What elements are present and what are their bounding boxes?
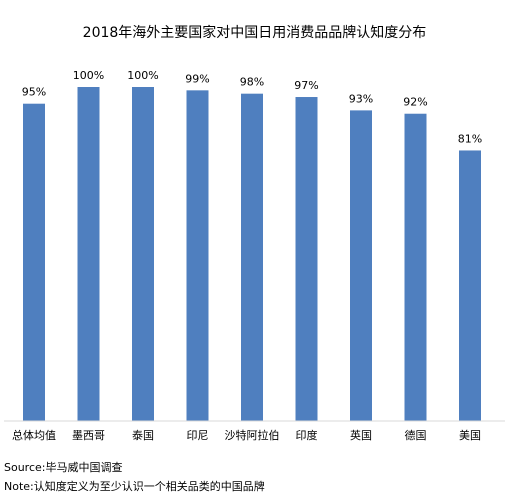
source-note: Source:毕马威中国调查 [4, 461, 123, 474]
bar-8 [459, 150, 481, 421]
bar-3 [186, 90, 209, 421]
bar-chart: 95% 总体均值 100% 墨西哥 100% 泰国 99% 印尼 98% 沙特阿拉伯 97% 印度 93… [4, 69, 505, 442]
x-tick-label-3: 印尼 [187, 429, 209, 442]
data-label-0: 95% [22, 86, 46, 99]
bar-2 [132, 87, 154, 421]
data-label-5: 97% [294, 79, 318, 92]
x-tick-label-1: 墨西哥 [72, 429, 105, 442]
x-tick-label-4: 沙特阿拉伯 [225, 428, 280, 442]
x-tick-label-0: 总体均值 [12, 428, 56, 442]
data-label-6: 93% [349, 92, 373, 105]
bar-6 [350, 110, 372, 421]
x-tick-label-8: 美国 [459, 429, 481, 442]
bars-layer [23, 87, 481, 422]
x-tick-label-6: 英国 [350, 428, 372, 442]
bar-0 [23, 103, 45, 421]
data-label-2: 100% [127, 69, 158, 82]
data-label-7: 92% [403, 96, 427, 109]
bar-1 [77, 87, 100, 421]
chart-title: 2018年海外主要国家对中国日用消费品品牌认知度分布 [82, 25, 427, 41]
data-label-3: 99% [185, 72, 209, 85]
bar-5 [295, 97, 318, 422]
x-tick-label-7: 德国 [405, 428, 427, 442]
bar-4 [241, 93, 263, 422]
labels-layer: 95% 总体均值 100% 墨西哥 100% 泰国 99% 印尼 98% 沙特阿拉伯 97% 印度 93… [12, 69, 482, 442]
x-tick-label-2: 泰国 [132, 428, 154, 442]
bar-7 [404, 113, 427, 421]
data-label-8: 81% [458, 132, 482, 145]
note-text: Note:认知度定义为至少认识一个相关品类的中国品牌 [4, 480, 265, 493]
data-label-4: 98% [240, 76, 264, 89]
data-label-1: 100% [73, 69, 104, 82]
x-tick-label-5: 印度 [296, 428, 318, 442]
